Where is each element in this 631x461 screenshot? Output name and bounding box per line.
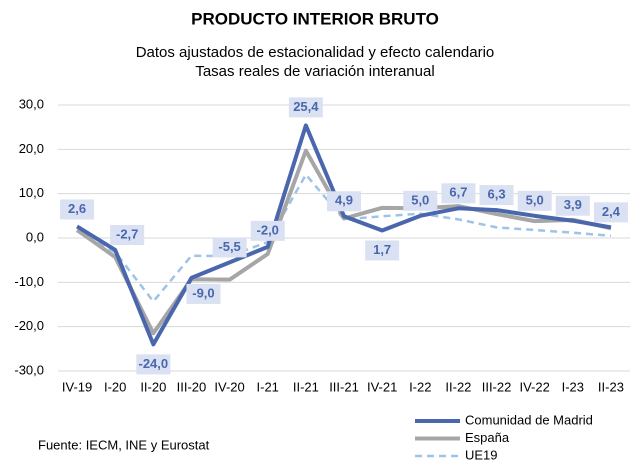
x-tick-label: I-22 (409, 379, 431, 394)
data-label: 6,7 (449, 185, 467, 200)
y-tick-label: -30,0 (14, 362, 44, 377)
data-label: 5,0 (526, 192, 544, 207)
chart-title: PRODUCTO INTERIOR BRUTO (191, 9, 439, 28)
data-label: -2,7 (116, 226, 138, 241)
x-tick-label: III-22 (482, 379, 512, 394)
data-label: 5,0 (411, 192, 429, 207)
data-label: -24,0 (139, 356, 169, 371)
x-tick-label: II-21 (293, 379, 319, 394)
data-label: -2,0 (257, 222, 279, 237)
x-tick-label: II-22 (445, 379, 471, 394)
x-tick-label: III-20 (177, 379, 207, 394)
data-label-bg (212, 237, 247, 258)
data-label-bg (555, 195, 590, 216)
x-tick-label: I-21 (257, 379, 279, 394)
data-label: 1,7 (373, 242, 391, 257)
y-tick-label: 30,0 (19, 96, 44, 111)
x-tick-label: IV-22 (519, 379, 549, 394)
y-tick-label: -20,0 (14, 318, 44, 333)
x-tick-label: IV-21 (367, 379, 397, 394)
data-label: 2,4 (602, 204, 621, 219)
data-label-bg (110, 224, 145, 245)
data-label-bg (327, 191, 361, 212)
x-tick-label: I-20 (104, 379, 126, 394)
legend-label: Comunidad de Madrid (465, 412, 593, 427)
series-line (75, 148, 612, 336)
y-tick-label: 0,0 (26, 229, 44, 244)
legend-label: España (465, 430, 510, 445)
data-label: -5,5 (218, 239, 240, 254)
data-label-bg (186, 283, 221, 304)
data-label-bg (441, 183, 476, 204)
source-note: Fuente: IECM, INE y Eurostat (38, 437, 210, 452)
data-label-bg (365, 240, 400, 261)
x-tick-label: IV-19 (62, 379, 92, 394)
data-label-bg (479, 185, 514, 206)
x-tick-label: II-20 (140, 379, 166, 394)
x-tick-label: III-21 (329, 379, 359, 394)
data-label-bg (593, 202, 628, 223)
x-tick-label: IV-20 (214, 379, 244, 394)
chart-subtitle: Datos ajustados de estacionalidad y efec… (136, 44, 495, 61)
data-label: -9,0 (192, 285, 214, 300)
y-tick-label: -10,0 (14, 274, 44, 289)
data-label: 6,3 (487, 187, 505, 202)
data-label-bg (60, 199, 95, 220)
y-tick-label: 10,0 (19, 185, 44, 200)
data-label-bg (403, 190, 438, 211)
x-tick-label: I-23 (562, 379, 584, 394)
chart-subtitle: Tasas reales de variación interanual (195, 63, 434, 80)
series-line (76, 173, 612, 303)
y-tick-label: 20,0 (19, 141, 44, 156)
legend-label: UE19 (465, 447, 498, 461)
data-label-bg (517, 190, 552, 211)
data-label-bg (288, 97, 323, 118)
data-label: 2,6 (68, 201, 86, 216)
data-label-bg (136, 354, 171, 375)
x-tick-label: II-23 (598, 379, 624, 394)
data-label: 3,9 (564, 197, 582, 212)
data-label: 4,9 (335, 193, 353, 208)
data-label-bg (250, 220, 285, 241)
data-label: 25,4 (293, 99, 319, 114)
series-line (76, 123, 612, 347)
